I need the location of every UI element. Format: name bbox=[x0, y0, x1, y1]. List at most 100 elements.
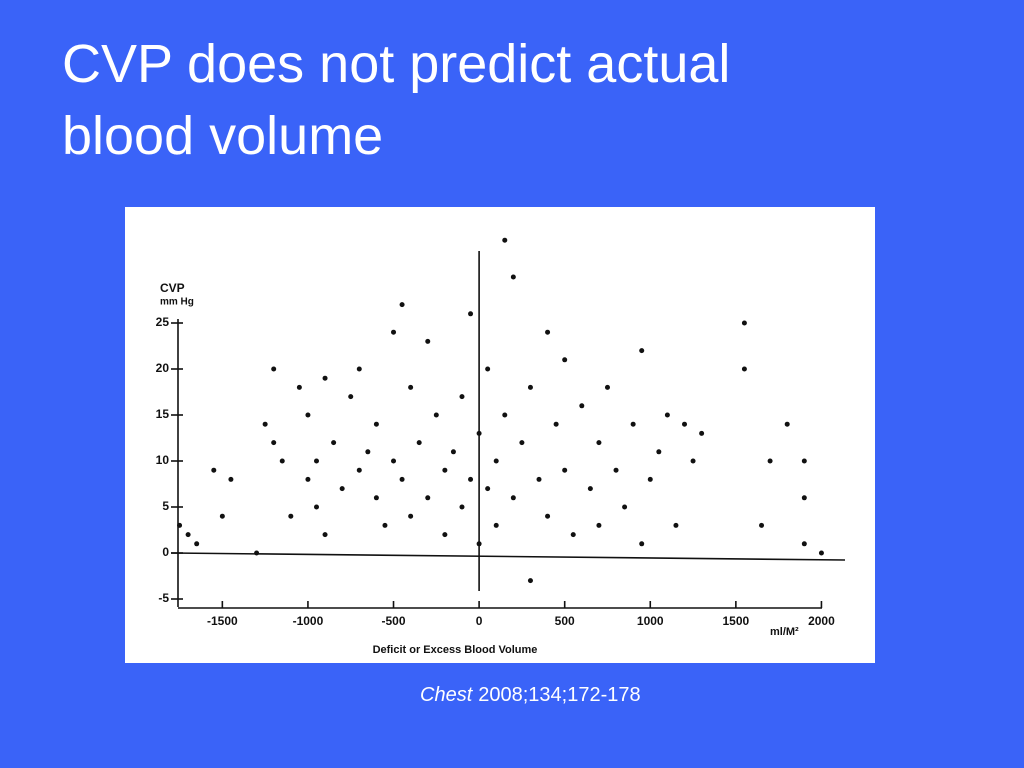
point bbox=[502, 412, 508, 418]
point bbox=[630, 421, 636, 427]
point bbox=[305, 412, 311, 418]
point bbox=[313, 458, 319, 464]
y-tick-label: 5 bbox=[162, 499, 169, 513]
point bbox=[510, 274, 516, 280]
point bbox=[262, 421, 268, 427]
x-tick-label: 0 bbox=[476, 614, 483, 628]
point bbox=[613, 467, 619, 473]
point bbox=[408, 513, 414, 519]
point bbox=[365, 449, 371, 455]
point bbox=[639, 541, 645, 547]
point bbox=[664, 412, 670, 418]
point bbox=[442, 467, 448, 473]
point bbox=[348, 394, 354, 400]
point bbox=[784, 421, 790, 427]
point bbox=[211, 467, 217, 473]
point bbox=[493, 522, 499, 528]
point bbox=[485, 366, 491, 372]
point bbox=[279, 458, 285, 464]
point bbox=[553, 421, 559, 427]
x-unit: ml/M² bbox=[770, 626, 799, 638]
point bbox=[673, 522, 679, 528]
point bbox=[639, 348, 645, 354]
point bbox=[545, 329, 551, 335]
point bbox=[194, 541, 200, 547]
point bbox=[391, 458, 397, 464]
point bbox=[408, 384, 414, 390]
point bbox=[373, 495, 379, 501]
point bbox=[254, 550, 260, 556]
y-tick-label: -5 bbox=[158, 591, 169, 605]
point bbox=[527, 578, 533, 584]
x-tick-label: -1500 bbox=[207, 614, 238, 628]
point bbox=[356, 467, 362, 473]
point bbox=[373, 421, 379, 427]
point bbox=[425, 338, 431, 344]
point bbox=[391, 329, 397, 335]
point bbox=[185, 532, 191, 538]
y-label: CVP bbox=[160, 281, 185, 295]
slide-title: CVP does not predict actual blood volume bbox=[62, 34, 731, 166]
point bbox=[545, 513, 551, 519]
point bbox=[767, 458, 773, 464]
point bbox=[450, 449, 456, 455]
y-unit: mm Hg bbox=[160, 297, 194, 308]
point bbox=[485, 486, 491, 492]
point bbox=[493, 458, 499, 464]
journal: Chest bbox=[420, 684, 473, 706]
x-tick-label: -500 bbox=[382, 614, 406, 628]
point bbox=[801, 541, 807, 547]
citation: Chest 2008;134;172-178 bbox=[420, 684, 641, 707]
point bbox=[425, 495, 431, 501]
y-tick-label: 0 bbox=[162, 545, 169, 559]
point bbox=[741, 320, 747, 326]
point bbox=[228, 476, 234, 482]
point bbox=[382, 522, 388, 528]
point bbox=[656, 449, 662, 455]
zero-line-y bbox=[170, 552, 846, 561]
point bbox=[331, 440, 337, 446]
point bbox=[442, 532, 448, 538]
y-tick-label: 25 bbox=[156, 315, 170, 329]
point bbox=[622, 504, 628, 510]
point bbox=[596, 440, 602, 446]
point bbox=[579, 403, 585, 409]
x-label: Deficit or Excess Blood Volume bbox=[373, 644, 538, 656]
point bbox=[468, 476, 474, 482]
point bbox=[468, 311, 474, 317]
point bbox=[416, 440, 422, 446]
point bbox=[271, 366, 277, 372]
point bbox=[339, 486, 345, 492]
x-tick-label: -1000 bbox=[293, 614, 324, 628]
point bbox=[741, 366, 747, 372]
point bbox=[699, 430, 705, 436]
point bbox=[759, 522, 765, 528]
point bbox=[296, 384, 302, 390]
point bbox=[801, 458, 807, 464]
point bbox=[604, 384, 610, 390]
point bbox=[433, 412, 439, 418]
point bbox=[801, 495, 807, 501]
y-tick-label: 15 bbox=[156, 407, 170, 421]
point bbox=[219, 513, 225, 519]
point bbox=[536, 476, 542, 482]
y-tick-label: 10 bbox=[156, 453, 170, 467]
point bbox=[510, 495, 516, 501]
point bbox=[399, 302, 405, 308]
point bbox=[647, 476, 653, 482]
point bbox=[682, 421, 688, 427]
point bbox=[587, 486, 593, 492]
point bbox=[562, 467, 568, 473]
y-tick-label: 20 bbox=[156, 361, 170, 375]
point bbox=[305, 476, 311, 482]
point bbox=[313, 504, 319, 510]
point bbox=[562, 357, 568, 363]
citation-details: 2008;134;172-178 bbox=[478, 684, 641, 706]
point bbox=[322, 532, 328, 538]
point bbox=[459, 394, 465, 400]
point bbox=[356, 366, 362, 372]
point bbox=[570, 532, 576, 538]
point bbox=[527, 384, 533, 390]
point bbox=[502, 237, 508, 243]
